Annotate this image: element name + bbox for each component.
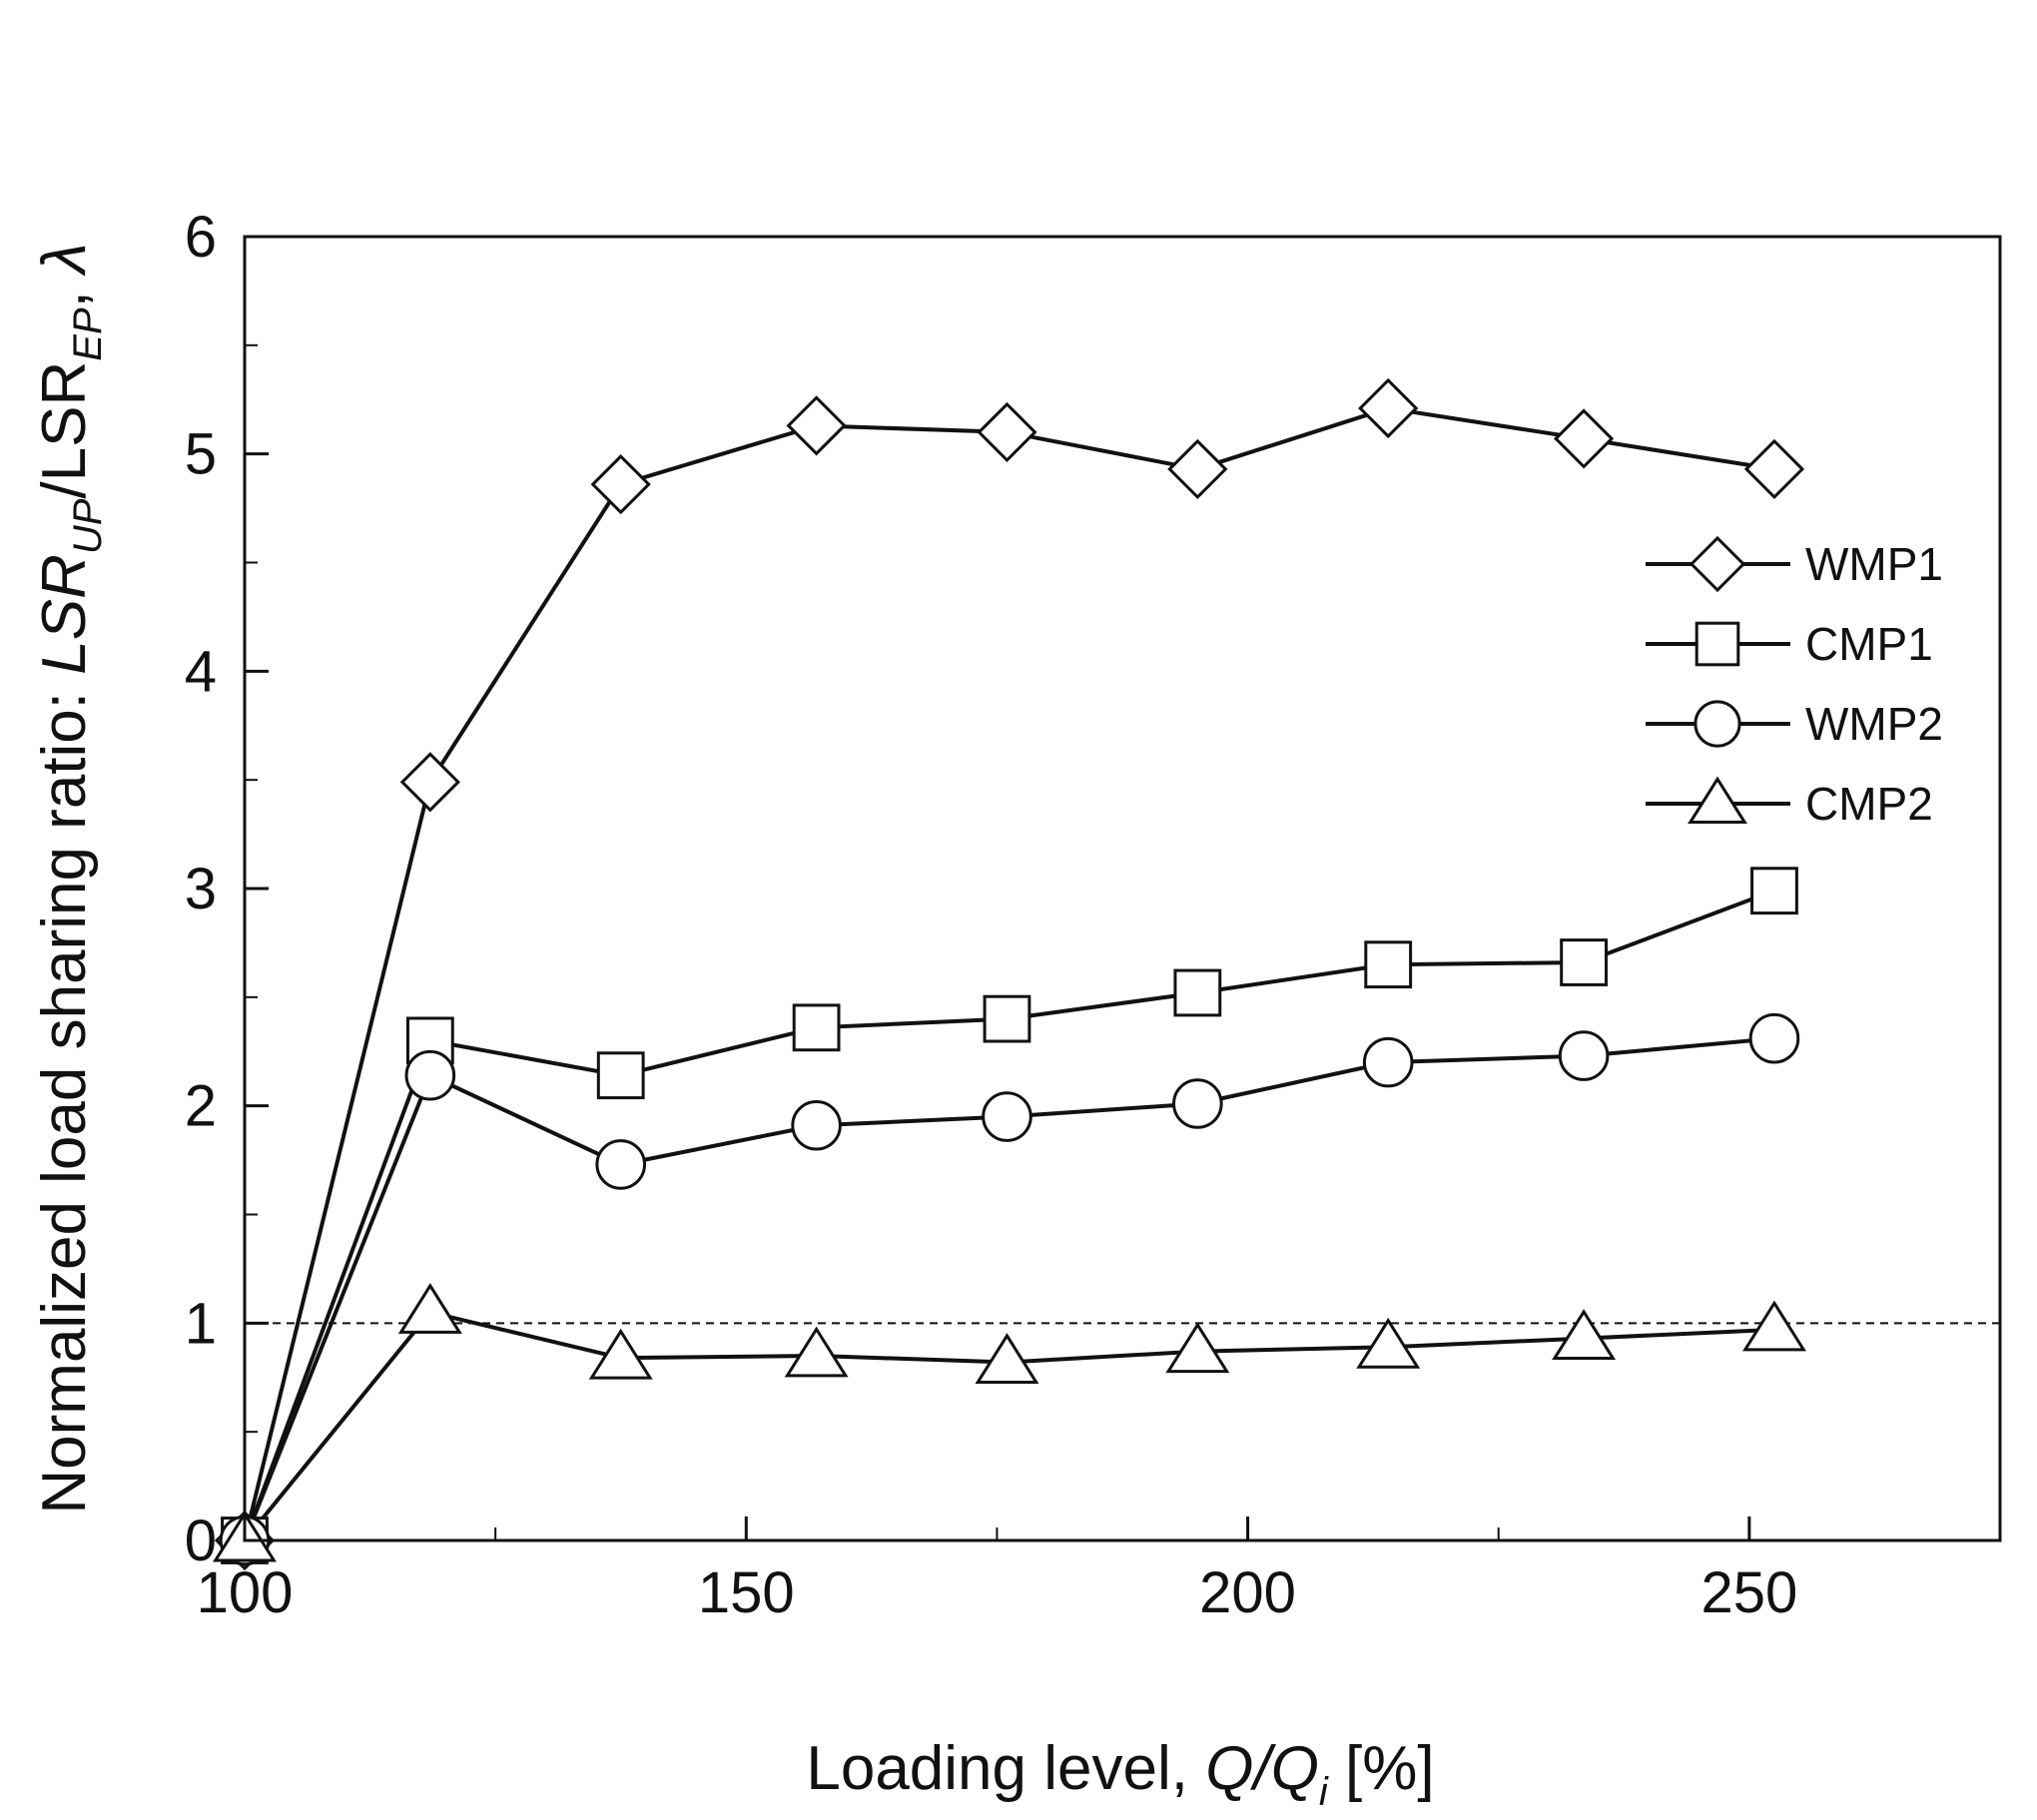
point-cmp2: [1552, 1309, 1617, 1361]
y-tick-label: 0: [185, 1509, 217, 1573]
point-cmp2: [588, 1328, 653, 1380]
legend-label-wmp2: WMP2: [1805, 698, 1943, 750]
legend-marker-cmp2: [1688, 776, 1747, 825]
point-cmp1: [1750, 867, 1798, 915]
plot-frame: [243, 235, 2002, 1542]
point-wmp2: [982, 1091, 1032, 1142]
point-cmp1: [1560, 938, 1609, 986]
point-wmp1: [1167, 438, 1228, 500]
legend-label-cmp1: CMP1: [1805, 618, 1933, 670]
point-cmp1: [983, 994, 1031, 1043]
point-cmp2: [975, 1333, 1039, 1384]
point-wmp1: [977, 401, 1037, 463]
point-cmp1: [596, 1051, 645, 1100]
point-wmp1: [1358, 377, 1419, 439]
y-tick-label: 4: [185, 639, 217, 704]
x-tick-label: 150: [698, 1560, 795, 1625]
legend-marker-wmp1: [1689, 535, 1746, 593]
axis-ticks: [243, 235, 2001, 1542]
point-wmp2: [1172, 1078, 1223, 1129]
tick-labels: 100 150 200 250 0 1 2 3 4 5 6: [185, 205, 1798, 1625]
y-tick-label: 6: [185, 205, 217, 270]
x-tick-label: 100: [197, 1560, 294, 1625]
point-cmp2: [397, 1283, 462, 1334]
point-wmp1: [590, 454, 651, 515]
point-wmp1: [1553, 408, 1615, 469]
point-wmp2: [1748, 1012, 1800, 1064]
point-wmp2: [404, 1049, 456, 1101]
point-wmp2: [791, 1099, 842, 1151]
point-wmp2: [1362, 1036, 1414, 1088]
x-axis-title: Loading level, Q/Qi [%]: [806, 1734, 1434, 1814]
legend-marker-cmp1: [1695, 621, 1740, 667]
legend: WMP1 CMP1 WMP2 CMP2: [1646, 535, 1943, 830]
point-cmp2: [784, 1326, 849, 1378]
legend-marker-wmp2: [1694, 700, 1741, 748]
point-cmp1: [792, 1003, 841, 1052]
legend-label-cmp2: CMP2: [1805, 778, 1933, 830]
point-wmp1: [399, 752, 460, 813]
y-tick-label: 1: [185, 1291, 217, 1356]
point-cmp1: [1364, 940, 1413, 989]
point-cmp2: [1741, 1300, 1806, 1352]
y-tick-label: 3: [185, 857, 217, 921]
series-line-cmp1: [243, 889, 1775, 1541]
y-axis-title: Normalized load sharing ratio: LSRUP/LSR…: [30, 243, 110, 1514]
point-wmp1: [1743, 438, 1805, 500]
x-tick-label: 200: [1199, 1560, 1296, 1625]
point-cmp1: [1173, 968, 1222, 1017]
point-wmp2: [1558, 1030, 1610, 1081]
series-layer: [213, 377, 1806, 1571]
y-tick-label: 5: [185, 422, 217, 487]
legend-label-wmp1: WMP1: [1805, 538, 1943, 590]
point-wmp1: [786, 395, 847, 456]
x-tick-label: 250: [1700, 1560, 1797, 1625]
point-cmp2: [1165, 1322, 1230, 1374]
point-cmp2: [1356, 1317, 1421, 1369]
point-wmp2: [595, 1139, 647, 1190]
y-tick-label: 2: [185, 1074, 217, 1139]
